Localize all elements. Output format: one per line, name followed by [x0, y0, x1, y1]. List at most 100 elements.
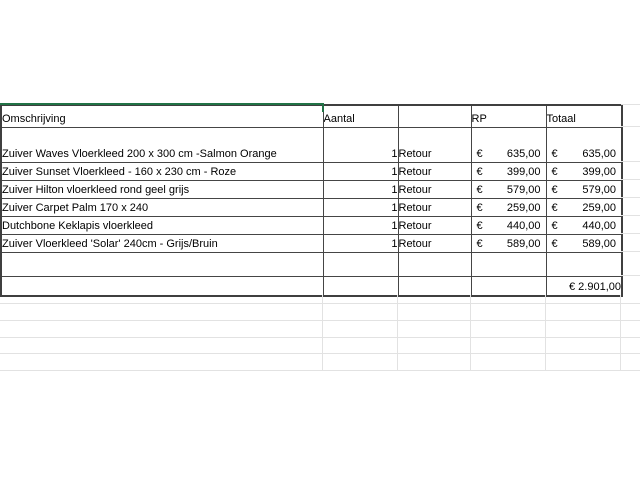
gridline	[545, 295, 546, 370]
cell-rp[interactable]: €259,00	[470, 198, 547, 217]
header-cell-rp[interactable]: RP	[470, 104, 547, 128]
euro-sign: €	[476, 166, 483, 178]
cell-rp[interactable]: €635,00	[470, 127, 547, 163]
empty-cell[interactable]	[397, 276, 472, 297]
gridline	[0, 337, 640, 338]
rp-value: 440,00	[506, 220, 541, 232]
empty-cell[interactable]	[470, 252, 547, 277]
total-value: 399,00	[582, 166, 616, 178]
gridline	[621, 179, 640, 180]
cell-status[interactable]: Retour	[397, 234, 472, 253]
gridline	[397, 295, 398, 370]
cell-quantity[interactable]: 1	[322, 180, 399, 199]
euro-sign: €	[551, 148, 558, 160]
gridline	[621, 215, 640, 216]
gridline	[621, 161, 640, 162]
grand-total-cell[interactable]: € 2.901,00	[545, 276, 623, 297]
gridline	[621, 104, 640, 105]
euro-sign: €	[551, 166, 558, 178]
empty-cell[interactable]	[322, 252, 399, 277]
cell-quantity[interactable]: 1	[322, 198, 399, 217]
rp-value: 635,00	[506, 148, 541, 160]
header-cell-omschrijving[interactable]: Omschrijving	[0, 104, 324, 128]
empty-cell[interactable]	[470, 276, 547, 297]
empty-row	[0, 252, 623, 277]
rp-value: 589,00	[506, 238, 541, 250]
cell-quantity[interactable]: 1	[322, 234, 399, 253]
total-value: 589,00	[582, 238, 616, 250]
cell-quantity[interactable]: 1	[322, 127, 399, 163]
cell-rp[interactable]: €440,00	[470, 216, 547, 235]
cell-rp[interactable]: €399,00	[470, 162, 547, 181]
selection-border-corner	[322, 103, 324, 112]
table-row: Zuiver Vloerkleed 'Solar' 240cm - Grijs/…	[0, 234, 623, 253]
total-value: 579,00	[582, 184, 616, 196]
total-value: 440,00	[582, 220, 616, 232]
gridline	[621, 197, 640, 198]
cell-quantity[interactable]: 1	[322, 216, 399, 235]
table-row: Zuiver Sunset Vloerkleed - 160 x 230 cm …	[0, 162, 623, 181]
gridline	[620, 295, 621, 370]
cell-description[interactable]: Zuiver Carpet Palm 170 x 240	[0, 198, 324, 217]
grand-total-row: € 2.901,00	[0, 276, 623, 297]
euro-sign: €	[551, 220, 558, 232]
euro-sign: €	[476, 238, 483, 250]
table-row: Zuiver Waves Vloerkleed 200 x 300 cm -Sa…	[0, 127, 623, 163]
cell-total[interactable]: €440,00	[545, 216, 623, 235]
selection-border-green	[0, 103, 324, 105]
total-value: 259,00	[582, 202, 616, 214]
cell-status[interactable]: Retour	[397, 127, 472, 163]
header-cell-status[interactable]	[397, 104, 472, 128]
table-row: Zuiver Hilton vloerkleed rond geel grijs…	[0, 180, 623, 199]
gridline	[0, 303, 640, 304]
cell-status[interactable]: Retour	[397, 162, 472, 181]
gridline	[322, 295, 323, 370]
empty-cell[interactable]	[0, 276, 324, 297]
euro-sign: €	[551, 184, 558, 196]
gridline	[621, 126, 640, 127]
table-row: Dutchbone Keklapis vloerkleed 1 Retour €…	[0, 216, 623, 235]
cell-status[interactable]: Retour	[397, 216, 472, 235]
rp-value: 399,00	[506, 166, 541, 178]
empty-cell[interactable]	[0, 252, 324, 277]
euro-sign: €	[476, 148, 483, 160]
euro-sign: €	[476, 220, 483, 232]
euro-sign: €	[476, 184, 483, 196]
cell-status[interactable]: Retour	[397, 198, 472, 217]
cell-description[interactable]: Zuiver Sunset Vloerkleed - 160 x 230 cm …	[0, 162, 324, 181]
cell-description[interactable]: Zuiver Vloerkleed 'Solar' 240cm - Grijs/…	[0, 234, 324, 253]
header-cell-totaal[interactable]: Totaal	[545, 104, 623, 128]
cell-total[interactable]: €589,00	[545, 234, 623, 253]
empty-cell[interactable]	[397, 252, 472, 277]
cell-status[interactable]: Retour	[397, 180, 472, 199]
total-value: 635,00	[582, 148, 616, 160]
cell-rp[interactable]: €579,00	[470, 180, 547, 199]
euro-sign: €	[551, 202, 558, 214]
cell-description[interactable]: Dutchbone Keklapis vloerkleed	[0, 216, 324, 235]
euro-sign: €	[476, 202, 483, 214]
empty-cell[interactable]	[545, 252, 623, 277]
table-row: Zuiver Carpet Palm 170 x 240 1 Retour €2…	[0, 198, 623, 217]
cell-description[interactable]: Zuiver Waves Vloerkleed 200 x 300 cm -Sa…	[0, 127, 324, 163]
rp-value: 579,00	[506, 184, 541, 196]
gridline	[0, 320, 640, 321]
empty-cell[interactable]	[322, 276, 399, 297]
gridline	[0, 353, 640, 354]
header-row: Omschrijving Aantal RP Totaal	[0, 104, 623, 128]
invoice-table: Omschrijving Aantal RP Totaal Zuiver Wav…	[0, 104, 623, 297]
cell-total[interactable]: €635,00	[545, 127, 623, 163]
cell-total[interactable]: €259,00	[545, 198, 623, 217]
cell-total[interactable]: €579,00	[545, 180, 623, 199]
gridline	[621, 275, 640, 276]
cell-quantity[interactable]: 1	[322, 162, 399, 181]
cell-description[interactable]: Zuiver Hilton vloerkleed rond geel grijs	[0, 180, 324, 199]
gridline	[621, 251, 640, 252]
gridline	[0, 370, 640, 371]
header-cell-aantal[interactable]: Aantal	[322, 104, 399, 128]
rp-value: 259,00	[506, 202, 541, 214]
cell-rp[interactable]: €589,00	[470, 234, 547, 253]
gridline	[470, 295, 471, 370]
gridline	[621, 233, 640, 234]
cell-total[interactable]: €399,00	[545, 162, 623, 181]
